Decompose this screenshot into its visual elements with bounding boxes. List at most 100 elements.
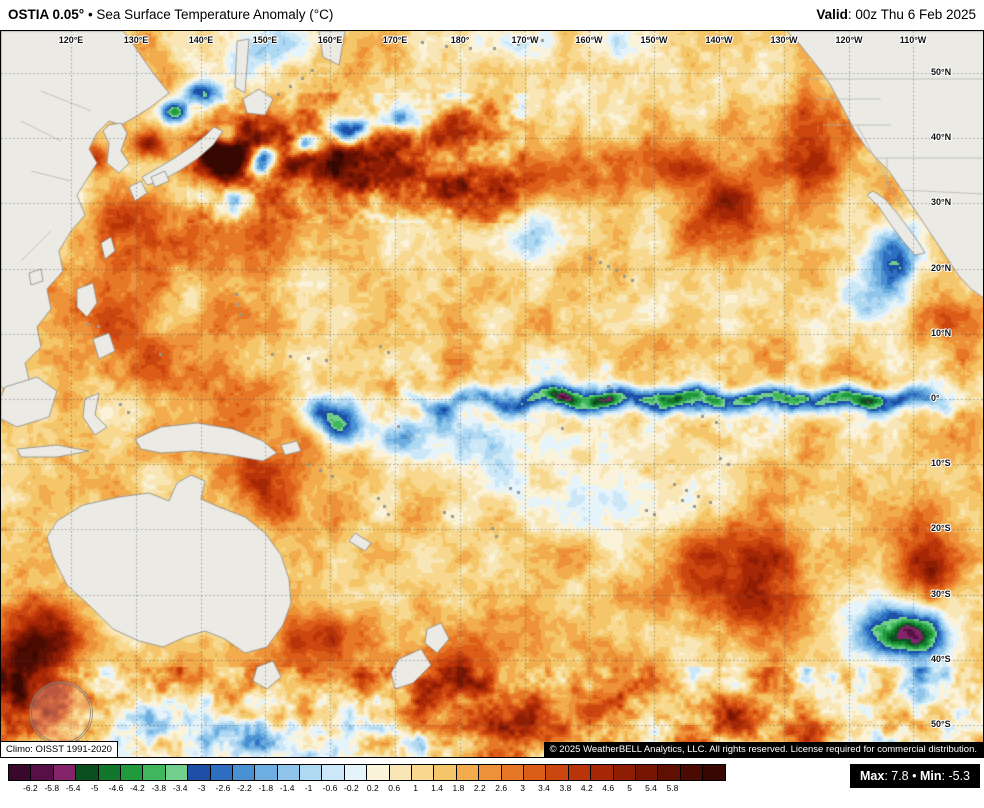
max-value: : 7.8 — [884, 769, 909, 783]
lat-tick-label: 20°N — [931, 263, 952, 273]
colorbar-tick: 5 — [627, 783, 632, 793]
colorbar-tick: -3.8 — [151, 783, 167, 793]
colorbar-cell — [120, 765, 144, 780]
colorbar-tick: 3 — [520, 783, 525, 793]
colorbar-tick: 1.4 — [431, 783, 443, 793]
colorbar-cell — [591, 765, 614, 780]
colorbar-tick: -3 — [197, 783, 206, 793]
lon-tick-label: 150°W — [640, 35, 668, 45]
product-title: OSTIA 0.05° • Sea Surface Temperature An… — [8, 7, 333, 22]
lat-tick-label: 10°N — [931, 328, 952, 338]
colorbar-cell — [53, 765, 77, 780]
colorbar-cell — [367, 765, 390, 780]
colorbar-cell — [456, 765, 480, 780]
colorbar-tick: 2.6 — [495, 783, 508, 793]
colorbar-cell — [98, 765, 121, 780]
sst-anomaly-field-canvas — [1, 31, 983, 757]
lon-tick-label: 120°W — [835, 35, 863, 45]
colorbar-tick: -5.8 — [44, 783, 60, 793]
colorbar-cell — [165, 765, 189, 780]
max-label: Max — [859, 769, 885, 783]
colorbar-cell — [31, 765, 54, 780]
colorbar-tick: -2.6 — [215, 783, 231, 793]
lon-tick-label: 130°E — [123, 35, 149, 45]
colorbar-tick: -1 — [304, 783, 313, 793]
colorbar-tick: 1 — [413, 783, 418, 793]
colorbar-tick: -5 — [90, 783, 99, 793]
lon-tick-label: 180° — [450, 35, 470, 45]
lon-tick-label: 160°E — [317, 35, 343, 45]
colorbar-tick: 4.6 — [602, 783, 615, 793]
header: OSTIA 0.05° • Sea Surface Temperature An… — [0, 0, 984, 30]
valid-time: Valid: 00z Thu 6 Feb 2025 — [816, 7, 976, 22]
lon-tick-label: 170°E — [382, 35, 408, 45]
colorbar-tick: 4.2 — [580, 783, 593, 793]
lat-tick-label: 40°S — [931, 654, 951, 664]
colorbar-tick: 0.6 — [388, 783, 401, 793]
colorbar-tick: -2.2 — [237, 783, 252, 793]
lat-tick-label: 50°N — [931, 67, 952, 77]
product-subtitle: • Sea Surface Temperature Anomaly (°C) — [84, 7, 334, 22]
climatology-note: Climo: OISST 1991-2020 — [1, 741, 118, 757]
colorbar-cell — [76, 765, 99, 780]
lon-tick-label: 140°E — [188, 35, 214, 45]
colorbar-cell — [479, 765, 502, 780]
lat-tick-label: 30°S — [931, 589, 951, 599]
colorbar-cell — [188, 765, 211, 780]
colorbar-tick: -4.6 — [108, 783, 124, 793]
lon-tick-label: 120°E — [58, 35, 84, 45]
colorbar-cell — [9, 765, 32, 780]
lat-tick-label: 10°S — [931, 458, 951, 468]
min-label: Min — [919, 769, 942, 783]
max-min-stats: Max: 7.8 • Min: -5.3 — [849, 764, 980, 788]
stats-separator: • — [908, 769, 920, 783]
colorbar-tick: -4.2 — [130, 783, 145, 793]
colorbar-cell — [613, 765, 636, 780]
colorbar-cell — [568, 765, 592, 780]
lat-tick-label: 40°N — [931, 132, 952, 142]
lat-tick-label: 50°S — [931, 719, 951, 729]
colorbar-cell — [277, 765, 301, 780]
colorbar-cell — [210, 765, 233, 780]
lat-tick-label: 30°N — [931, 197, 952, 207]
lon-tick-label: 130°W — [770, 35, 798, 45]
valid-value: : 00z Thu 6 Feb 2025 — [847, 7, 976, 22]
colorbar-tick: 5.8 — [666, 783, 679, 793]
colorbar-tick: -5.4 — [65, 783, 81, 793]
colorbar-tick: 0.2 — [366, 783, 379, 793]
colorbar-tick: -1.8 — [258, 783, 274, 793]
colorbar-cell — [389, 765, 413, 780]
copyright-note: © 2025 WeatherBELL Analytics, LLC. All r… — [543, 742, 983, 757]
colorbar-tick: -6.2 — [23, 783, 38, 793]
colorbar-tick: 3.8 — [559, 783, 572, 793]
map-area: 120°E 130°E 140°E 150°E 160°E 170°E 180° 170°W 1… — [0, 30, 984, 758]
colorbar-cell — [232, 765, 256, 780]
colorbar-cell — [680, 765, 704, 780]
lon-tick-label: 150°E — [252, 35, 278, 45]
colorbar-cell — [703, 765, 725, 780]
colorbar-cell — [255, 765, 278, 780]
valid-label: Valid — [816, 7, 848, 22]
colorbar-tick: -3.4 — [172, 783, 188, 793]
colorbar-tick: -0.6 — [322, 783, 338, 793]
colorbar-cell — [546, 765, 569, 780]
lon-tick-label: 160°W — [575, 35, 603, 45]
colorbar-tick: 5.4 — [645, 783, 657, 793]
colorbar-cell — [344, 765, 368, 780]
colorbar-cell — [300, 765, 323, 780]
lon-tick-label: 140°W — [705, 35, 733, 45]
colorbar — [8, 764, 726, 781]
colorbar-cell — [412, 765, 435, 780]
colorbar-cell — [501, 765, 524, 780]
lon-tick-label: 170°W — [511, 35, 539, 45]
colorbar-tick-labels: -6.2 -5.8 -5.4 -5 -4.6 -4.2 -3.8 -3.4 -3 -2.6 -2.2… — [0, 783, 720, 795]
colorbar-cell — [434, 765, 457, 780]
legend-bar: -6.2 -5.8 -5.4 -5 -4.6 -4.2 -3.8 -3.4 -3 -2.6 -2.2… — [0, 758, 984, 808]
colorbar-tick: -0.2 — [344, 783, 359, 793]
min-value: : -5.3 — [941, 769, 971, 783]
colorbar-tick: 1.8 — [452, 783, 465, 793]
colorbar-tick: -1.4 — [279, 783, 295, 793]
colorbar-cell — [635, 765, 659, 780]
lon-tick-label: 110°W — [899, 35, 927, 45]
